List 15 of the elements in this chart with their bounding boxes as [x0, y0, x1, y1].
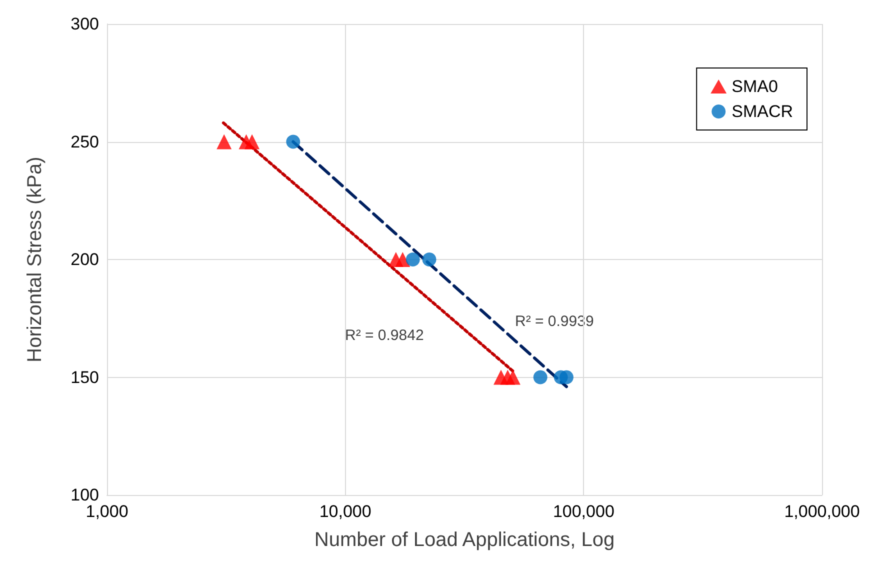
- x-tick-label: 100,000: [552, 502, 614, 521]
- annotation: R² = 0.9939: [515, 313, 594, 330]
- y-tick-label: 300: [70, 14, 99, 34]
- y-axis-title: Horizontal Stress (kPa): [24, 156, 46, 362]
- y-tick-label: 150: [70, 368, 99, 387]
- legend-label: SMA0: [732, 77, 778, 96]
- x-tick-label: 10,000: [319, 502, 372, 521]
- x-tick-label: 1,000,000: [784, 502, 860, 521]
- y-tick-label: 250: [70, 132, 99, 152]
- x-tick-label: 1,000: [86, 502, 128, 521]
- x-axis-title: Number of Load Applications, Log: [314, 529, 615, 551]
- y-tick-label: 200: [70, 250, 99, 269]
- y-tick-label: 100: [70, 486, 99, 504]
- annotation: R² = 0.9842: [345, 327, 424, 344]
- legend-label: SMACR: [732, 102, 794, 121]
